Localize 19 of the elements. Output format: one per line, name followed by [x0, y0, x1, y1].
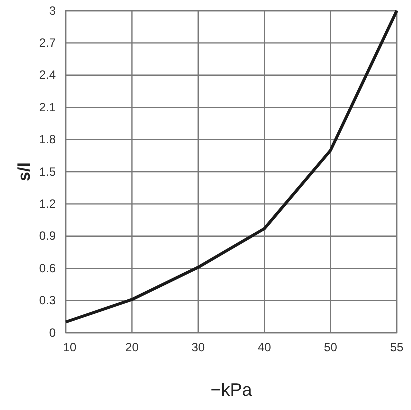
y-tick-label: 0.3: [39, 294, 56, 308]
y-tick-label: 0.9: [39, 229, 56, 244]
x-tick-label: 10: [63, 340, 77, 355]
y-tick-label: 1.5: [39, 164, 56, 179]
x-axis-title: −kPa: [210, 380, 254, 400]
y-tick-label: 1.2: [39, 197, 56, 212]
y-tick-label: 2.1: [39, 100, 56, 114]
y-tick-label: 2.4: [39, 68, 56, 82]
x-tick-label: 30: [192, 340, 206, 355]
x-tick-label: 40: [258, 340, 272, 355]
y-tick-label: 0: [49, 326, 56, 340]
x-tick-label: 55: [390, 340, 404, 355]
y-tick-label: 1.8: [39, 132, 56, 147]
y-axis-title: s/l: [15, 162, 34, 182]
y-tick-label: 2.7: [39, 36, 56, 50]
y-tick-label: 0.6: [39, 261, 56, 276]
y-tick-label: 3: [49, 4, 56, 18]
x-tick-label: 20: [126, 340, 140, 355]
x-tick-label: 50: [324, 340, 338, 355]
